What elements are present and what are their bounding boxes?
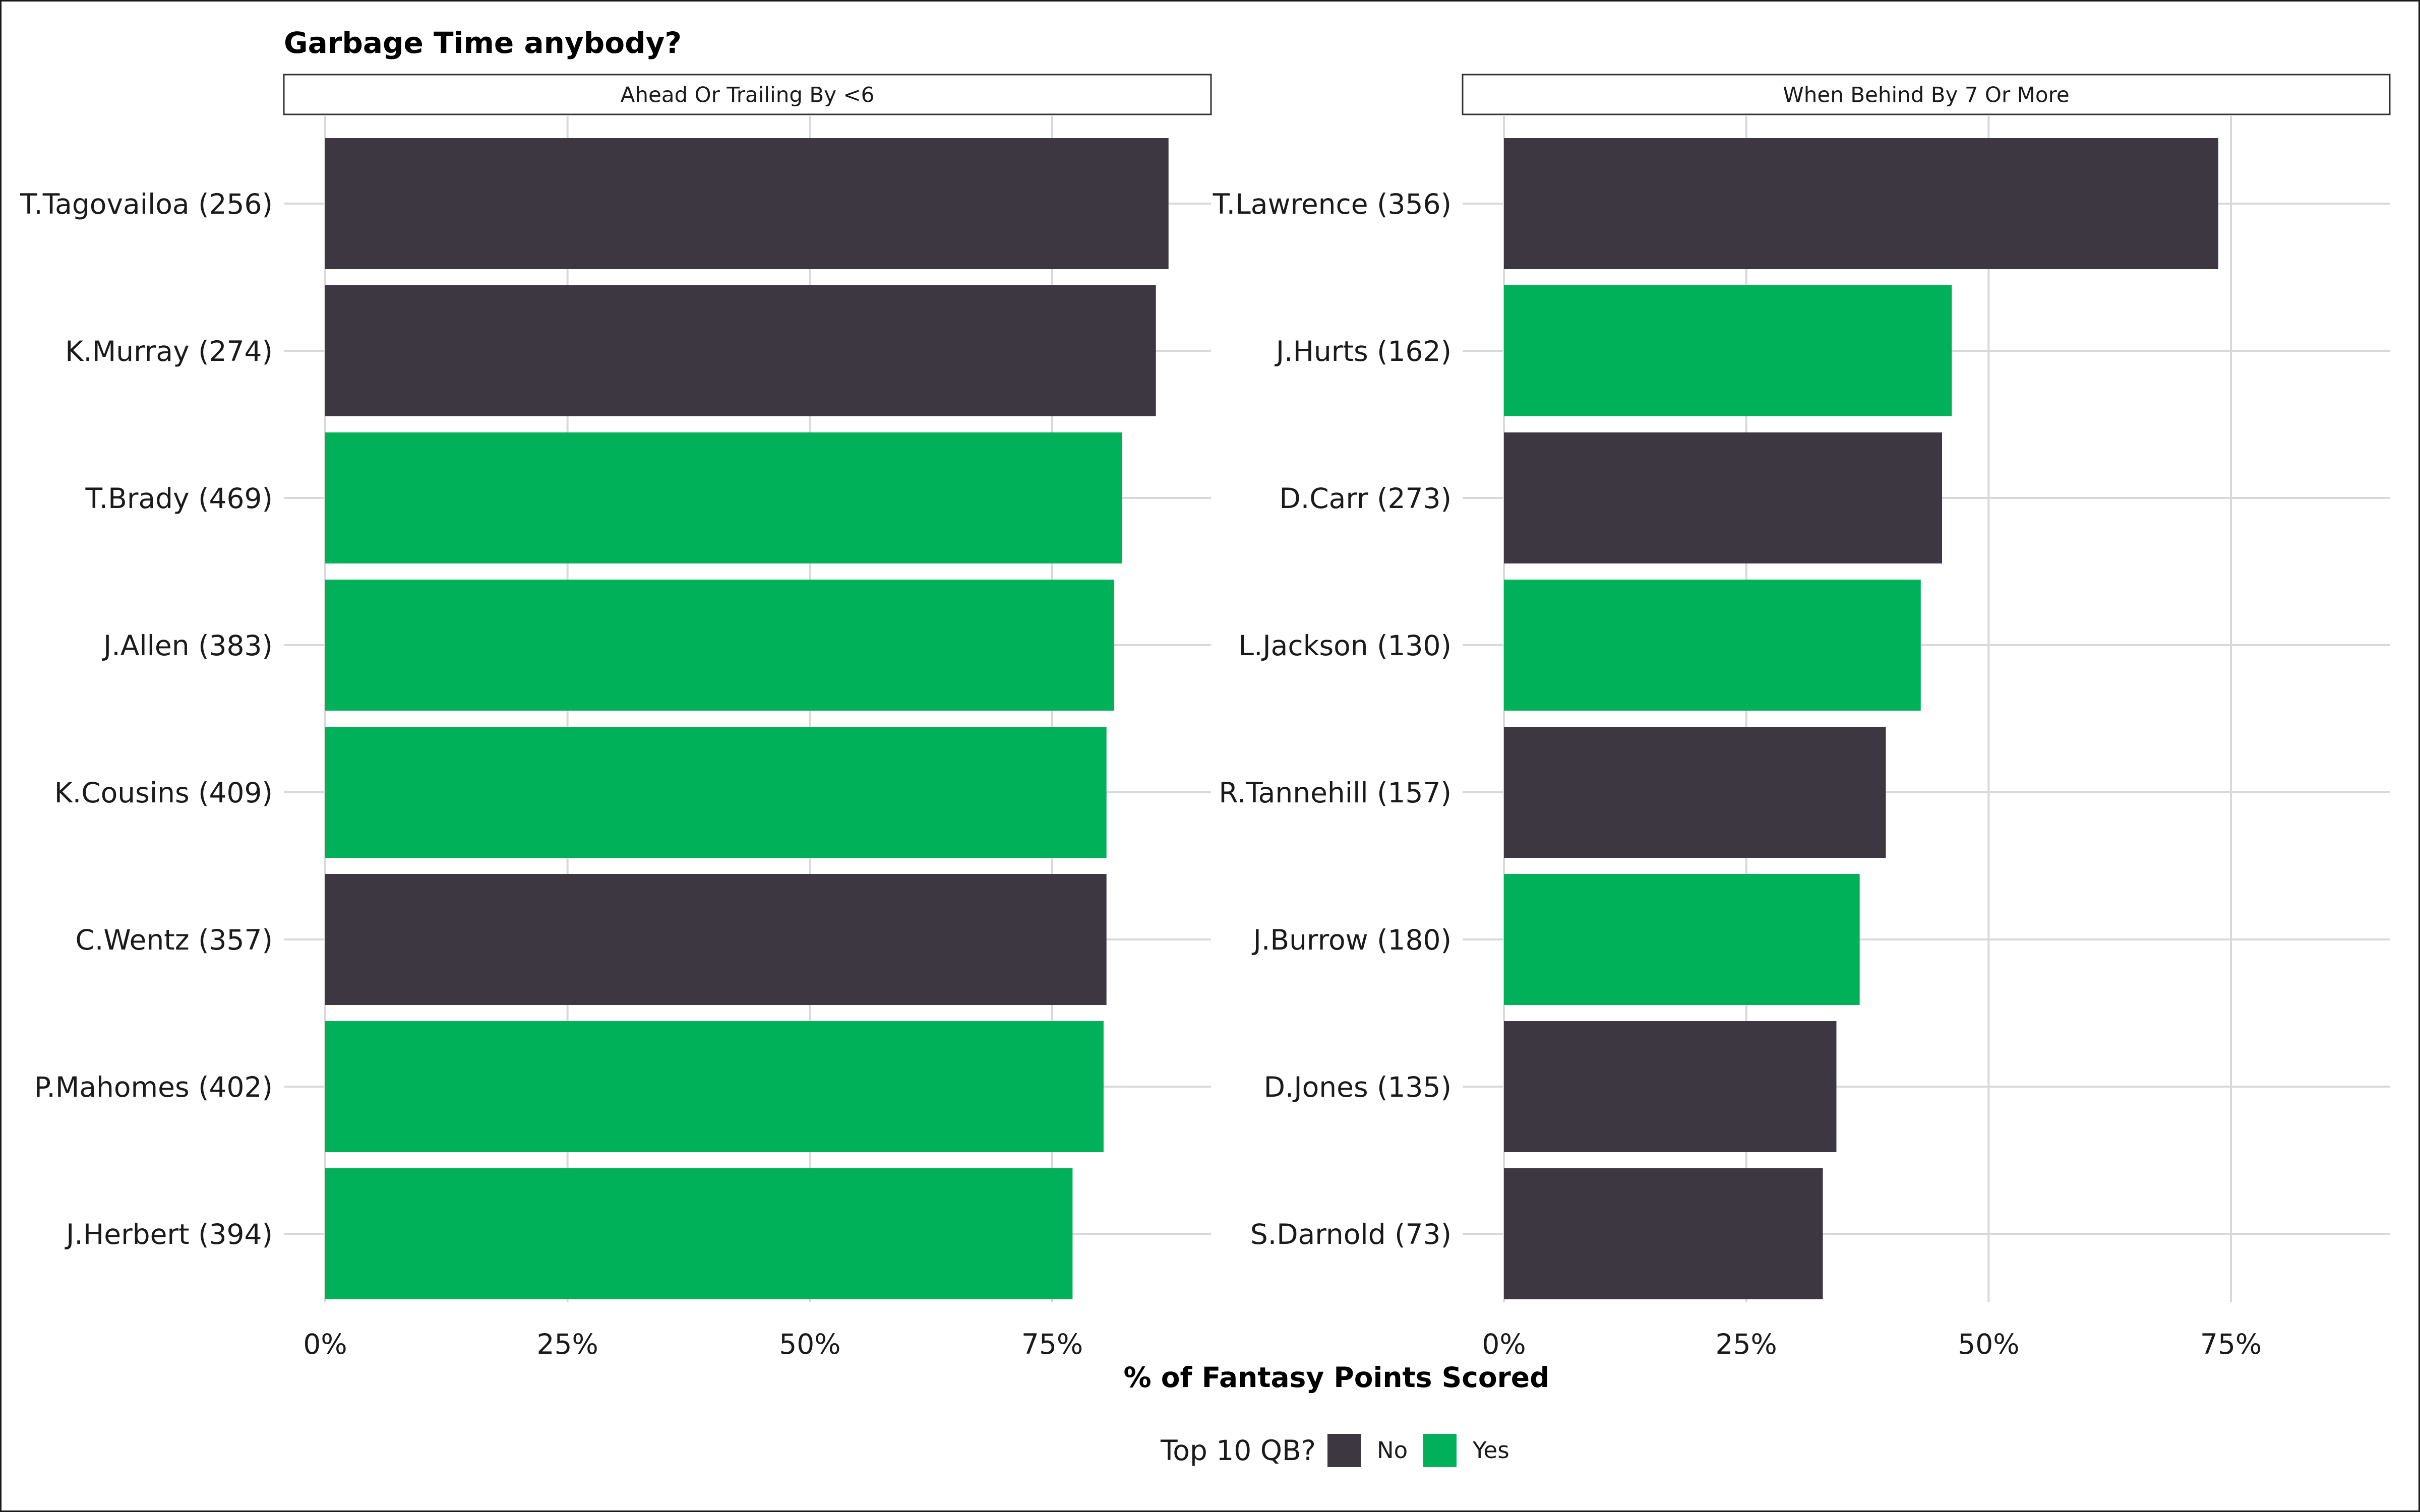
bar-j-hurts-162: [1504, 285, 1952, 416]
legend-swatch: [1423, 1434, 1457, 1467]
bar-d-carr-273: [1504, 432, 1943, 563]
x-axis-title: % of Fantasy Points Scored: [1124, 1361, 1550, 1394]
y-tick-label: R.Tannehill (157): [1219, 777, 1451, 809]
y-tick-label: K.Murray (274): [65, 335, 273, 367]
facet-strip-label: When Behind By 7 Or More: [1783, 83, 2069, 107]
x-tick-label: 0%: [1482, 1328, 1526, 1360]
bar-j-allen-383: [325, 580, 1115, 711]
x-tick-label: 25%: [1716, 1328, 1777, 1360]
bar-t-tagovailoa-256: [325, 138, 1169, 269]
legend-label: No: [1377, 1437, 1408, 1464]
x-tick-label: 50%: [1958, 1328, 2019, 1360]
legend: Top 10 QB? No Yes: [1160, 1434, 1509, 1467]
y-tick-label: J.Burrow (180): [1252, 924, 1451, 956]
facet-strip: [283, 74, 1212, 115]
y-tick-label: J.Hurts (162): [1275, 335, 1451, 367]
y-tick-label: P.Mahomes (402): [34, 1071, 273, 1103]
y-tick-label: K.Cousins (409): [54, 777, 273, 809]
y-tick-label: T.Tagovailoa (256): [20, 188, 273, 220]
legend-item-yes: Yes: [1423, 1434, 1509, 1467]
bar-j-herbert-394: [325, 1168, 1073, 1299]
facet-strip: [1462, 74, 2391, 115]
bar-c-wentz-357: [325, 874, 1107, 1005]
bar-k-murray-274: [325, 285, 1156, 416]
panels: Ahead Or Trailing By <6 0% 25% 50% 75% T.Tago…: [20, 74, 2391, 1360]
legend-title: Top 10 QB?: [1160, 1434, 1316, 1467]
y-tick-label: C.Wentz (357): [75, 924, 273, 956]
y-tick-label: T.Lawrence (356): [1213, 188, 1451, 220]
facet-strip-label: Ahead Or Trailing By <6: [621, 83, 875, 107]
y-tick-label: S.Darnold (73): [1250, 1218, 1451, 1250]
x-tick-label: 50%: [779, 1328, 840, 1360]
bar-j-burrow-180: [1504, 874, 1860, 1005]
bar-k-cousins-409: [325, 727, 1107, 858]
bar-l-jackson-130: [1504, 580, 1921, 711]
bar-d-jones-135: [1504, 1021, 1837, 1152]
y-tick-label: D.Carr (273): [1279, 482, 1451, 515]
bar-r-tannehill-157: [1504, 727, 1886, 858]
x-tick-label: 0%: [303, 1328, 347, 1360]
legend-swatch: [1327, 1434, 1361, 1467]
y-tick-label: J.Herbert (394): [65, 1218, 273, 1250]
bar-t-brady-469: [325, 432, 1122, 563]
chart-title: Garbage Time anybody?: [284, 26, 682, 60]
y-tick-label: T.Brady (469): [85, 482, 273, 515]
x-tick-label: 75%: [2200, 1328, 2262, 1360]
bar-p-mahomes-402: [325, 1021, 1104, 1152]
legend-item-no: No: [1327, 1434, 1408, 1467]
y-tick-label: L.Jackson (130): [1238, 629, 1451, 662]
panel-2: When Behind By 7 Or More 0% 25% 50% 75% T.Law…: [1213, 74, 2391, 1360]
panel-1: Ahead Or Trailing By <6 0% 25% 50% 75% T.Tago…: [20, 74, 1212, 1360]
bar-t-lawrence-356: [1504, 138, 2219, 269]
x-tick-label: 75%: [1021, 1328, 1083, 1360]
legend-label: Yes: [1472, 1437, 1509, 1464]
bar-s-darnold-73: [1504, 1168, 1823, 1299]
y-tick-label: J.Allen (383): [102, 629, 273, 662]
y-tick-label: D.Jones (135): [1264, 1071, 1451, 1103]
x-tick-label: 25%: [537, 1328, 598, 1360]
